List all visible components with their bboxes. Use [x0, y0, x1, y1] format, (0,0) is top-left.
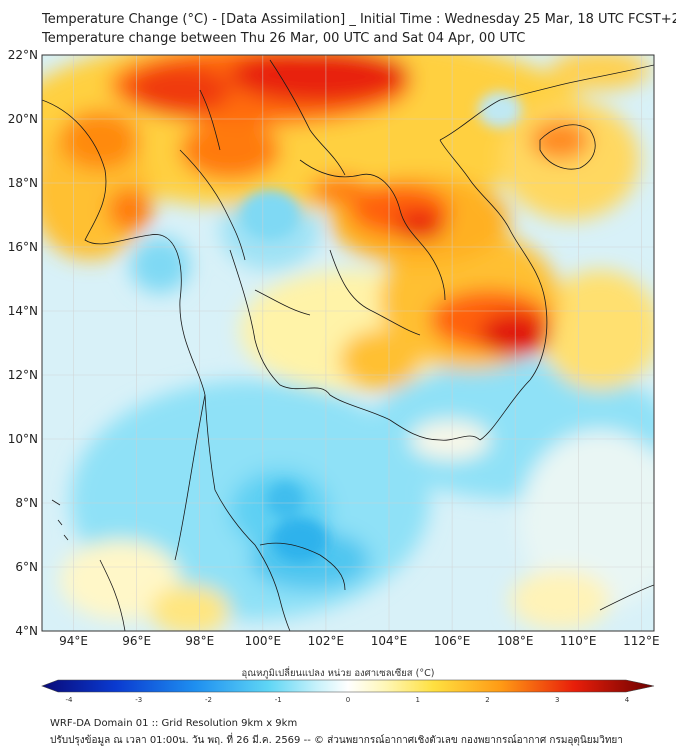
plot-frame [41, 54, 655, 632]
lat-tick-label: 16°N [8, 240, 38, 254]
lat-tick-label: 14°N [8, 304, 38, 318]
colorbar-tick-label: 2 [485, 696, 489, 704]
lon-tick-label: 106°E [434, 634, 471, 648]
colorbar-ticks: -4 -3 -2 -1 0 1 2 3 4 [66, 696, 630, 704]
lon-tick-label: 98°E [185, 634, 214, 648]
colorbar-tick-label: -2 [205, 696, 212, 704]
colorbar-tick-label: 4 [625, 696, 630, 704]
lon-tick-label: 104°E [371, 634, 408, 648]
footer-update-info: ปรับปรุงข้อมูล ณ เวลา 01:00น. วัน พฤ. ที… [50, 735, 623, 746]
colorbar-tick-label: 3 [555, 696, 559, 704]
colorbar [41, 679, 655, 693]
colorbar-tick-label: -1 [275, 696, 282, 704]
footer-model-info: WRF-DA Domain 01 :: Grid Resolution 9km … [50, 718, 298, 729]
lat-tick-label: 20°N [8, 112, 38, 126]
coastlines-and-borders [42, 59, 654, 631]
map-title: Temperature Change (°C) - [Data Assimila… [42, 12, 676, 27]
colorbar-tick-label: -3 [135, 696, 142, 704]
lon-tick-label: 94°E [59, 634, 88, 648]
latitude-axis: 22°N 20°N 18°N 16°N 14°N 12°N 10°N 8°N 6°N 4°N [8, 48, 38, 638]
colorbar-title: อุณหภูมิเปลี่ยนแปลง หน่วย องศาเซลเซียส (… [241, 668, 435, 679]
lat-tick-label: 8°N [15, 496, 38, 510]
lat-tick-label: 12°N [8, 368, 38, 382]
map-subtitle: Temperature change between Thu 26 Mar, 0… [42, 31, 526, 46]
lon-tick-label: 112°E [623, 634, 660, 648]
longitude-axis: 94°E 96°E 98°E 100°E 102°E 104°E 106°E 108°E 110… [59, 634, 660, 648]
lon-tick-label: 96°E [122, 634, 151, 648]
lon-tick-label: 102°E [308, 634, 345, 648]
gridlines [42, 55, 654, 631]
temperature-field [42, 55, 654, 631]
lat-tick-label: 10°N [8, 432, 38, 446]
colorbar-tick-label: 0 [346, 696, 350, 704]
lon-tick-label: 110°E [560, 634, 597, 648]
lon-tick-label: 108°E [497, 634, 534, 648]
lat-tick-label: 18°N [8, 176, 38, 190]
colorbar-tick-label: 1 [416, 696, 420, 704]
lat-tick-label: 22°N [8, 48, 38, 62]
lat-tick-label: 4°N [15, 624, 38, 638]
lat-tick-label: 6°N [15, 560, 38, 574]
colorbar-tick-label: -4 [66, 696, 74, 704]
lon-tick-label: 100°E [245, 634, 282, 648]
